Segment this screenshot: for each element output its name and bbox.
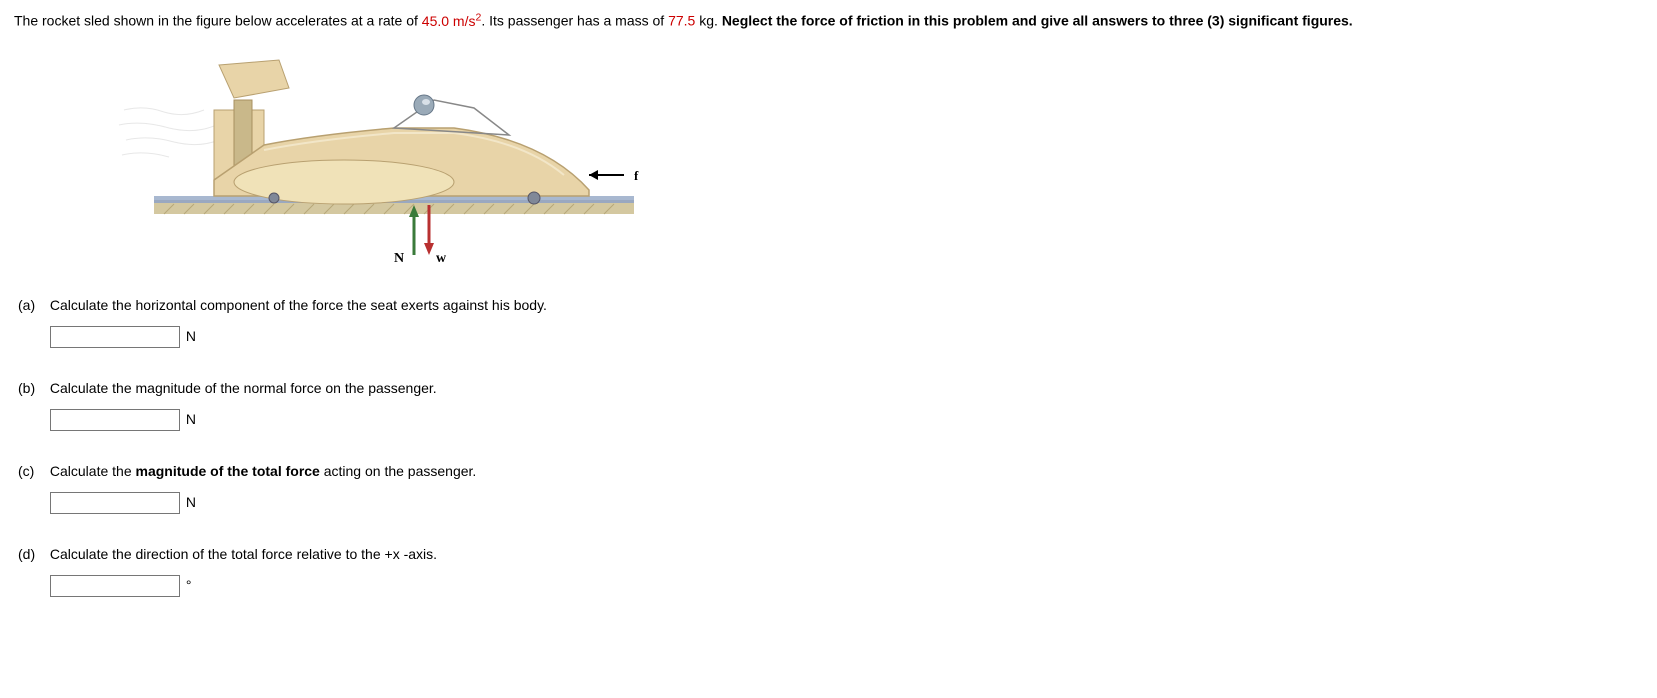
friction-arrow-head bbox=[589, 170, 598, 180]
question-d-text: Calculate the direction of the total for… bbox=[50, 544, 1639, 565]
mass-unit: kg bbox=[695, 13, 714, 29]
question-c: (c) Calculate the magnitude of the total… bbox=[14, 461, 1643, 514]
question-c-label: (c) bbox=[14, 461, 46, 482]
question-d-label: (d) bbox=[14, 544, 46, 565]
answer-a-input[interactable] bbox=[50, 326, 180, 348]
answer-c-unit: N bbox=[186, 492, 196, 513]
answer-a-unit: N bbox=[186, 326, 196, 347]
friction-label: f bbox=[634, 168, 639, 183]
sled-svg: f N w bbox=[114, 50, 654, 270]
acceleration-value: 45.0 m/s2 bbox=[422, 13, 482, 29]
answer-b-input[interactable] bbox=[50, 409, 180, 431]
question-b-label: (b) bbox=[14, 378, 46, 399]
normal-label: N bbox=[394, 251, 404, 266]
mass-value: 77.5 bbox=[668, 13, 695, 29]
question-a-text: Calculate the horizontal component of th… bbox=[50, 295, 1639, 316]
weight-arrow-head bbox=[424, 243, 434, 255]
answer-d-input[interactable] bbox=[50, 575, 180, 597]
answer-d-unit: ° bbox=[186, 575, 192, 596]
rear-wheel bbox=[269, 193, 279, 203]
question-d: (d) Calculate the direction of the total… bbox=[14, 544, 1643, 597]
question-a-label: (a) bbox=[14, 295, 46, 316]
tail-fin bbox=[219, 60, 289, 98]
problem-text-1: The rocket sled shown in the figure belo… bbox=[14, 13, 422, 29]
answer-b-unit: N bbox=[186, 409, 196, 430]
front-wheel bbox=[528, 192, 540, 204]
problem-instruction: Neglect the force of friction in this pr… bbox=[722, 13, 1353, 29]
lower-pod bbox=[234, 160, 454, 204]
problem-text-3: . bbox=[714, 13, 722, 29]
helmet-shine bbox=[422, 99, 430, 105]
rider-helmet bbox=[414, 95, 434, 115]
question-c-text: Calculate the magnitude of the total for… bbox=[50, 461, 1639, 482]
question-b-text: Calculate the magnitude of the normal fo… bbox=[50, 378, 1639, 399]
exhaust-smoke bbox=[119, 108, 219, 157]
problem-text-2: . Its passenger has a mass of bbox=[481, 13, 668, 29]
question-a: (a) Calculate the horizontal component o… bbox=[14, 295, 1643, 348]
weight-label: w bbox=[436, 251, 447, 266]
rocket-sled-figure: f N w bbox=[114, 50, 654, 270]
problem-statement: The rocket sled shown in the figure belo… bbox=[14, 10, 1643, 32]
question-b: (b) Calculate the magnitude of the norma… bbox=[14, 378, 1643, 431]
answer-c-input[interactable] bbox=[50, 492, 180, 514]
